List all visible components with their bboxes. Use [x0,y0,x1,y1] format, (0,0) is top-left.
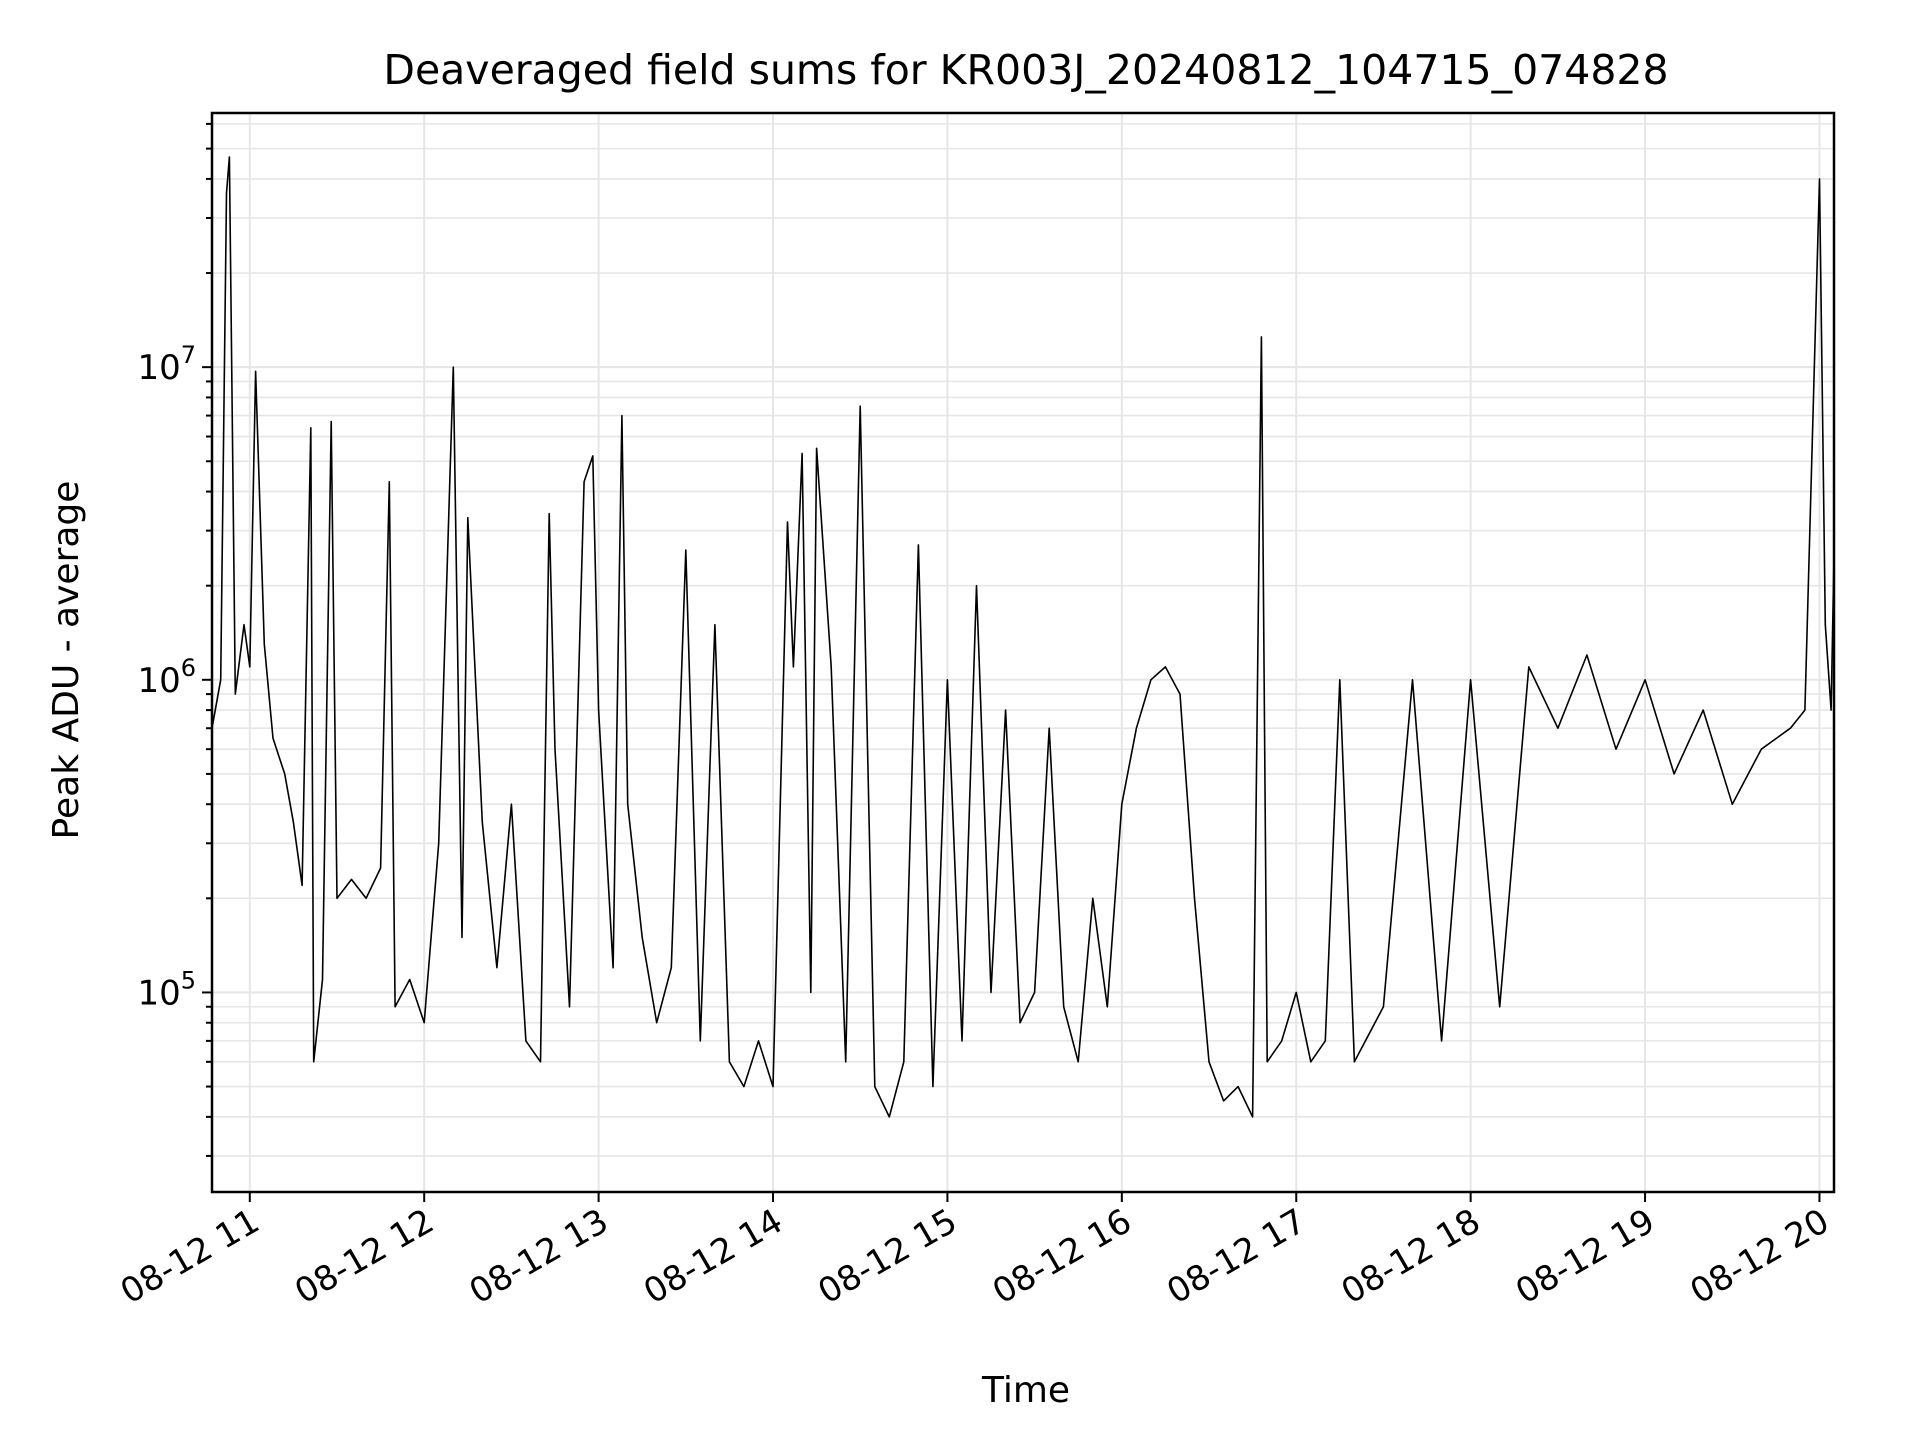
grid [212,113,1834,1192]
y-tick-label: 105 [137,966,196,1013]
x-axis-label: Time [981,1370,1070,1411]
series-line [211,156,1835,1118]
y-axis-label: Peak ADU - average [46,481,87,840]
y-tick-label: 107 [137,341,196,388]
y-tick-label: 106 [137,654,196,701]
plot-frame [210,111,1836,1194]
series-layer [211,156,1835,1118]
chart-title: Deaveraged field sums for KR003J_2024081… [383,46,1668,94]
